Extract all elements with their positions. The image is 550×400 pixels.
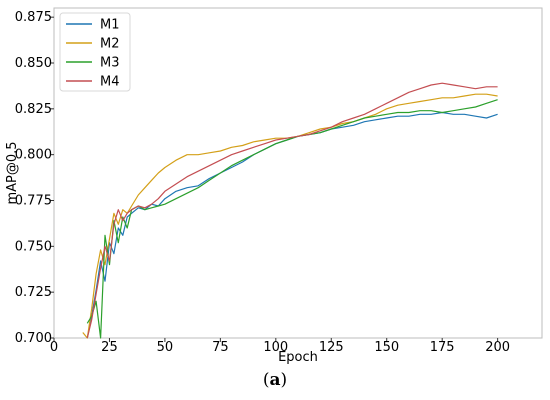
line-chart: 0 25 50 75 100 125 150 175 200 0.7000.7250.7500.… <box>5 7 543 365</box>
series-line-m4 <box>86 82 498 339</box>
caption-open-paren: ( <box>262 370 270 390</box>
legend-label-m3: M3 <box>100 56 120 71</box>
x-tick-label: 75 <box>212 340 229 355</box>
x-tick-label: 0 <box>50 340 58 355</box>
x-tick-label: 175 <box>430 340 455 355</box>
x-tick-label: 50 <box>157 340 174 355</box>
caption-letter: a <box>269 370 281 390</box>
y-tick-label: 0.775 <box>15 194 52 209</box>
y-axis-label: mAP@0.5 <box>5 141 20 204</box>
y-tick-label: 0.800 <box>15 148 52 163</box>
y-tick-label: 0.825 <box>15 102 52 117</box>
x-axis-ticks: 0 25 50 75 100 125 150 175 200 <box>50 338 510 355</box>
y-tick-label: 0.875 <box>15 10 52 25</box>
y-tick-label: 0.725 <box>15 285 52 300</box>
y-tick-label: 0.700 <box>15 331 52 346</box>
x-tick-label: 125 <box>319 340 344 355</box>
legend-box <box>59 12 131 92</box>
x-axis-label: Epoch <box>278 350 318 365</box>
figure-caption: (a) <box>0 370 550 390</box>
y-tick-label: 0.750 <box>15 239 52 254</box>
series-lines <box>82 82 498 339</box>
legend-label-m4: M4 <box>100 75 120 90</box>
plot-area <box>53 7 543 339</box>
legend: M1 M2 M3 M4 <box>59 12 131 92</box>
x-tick-label: 200 <box>485 340 510 355</box>
x-tick-label: 100 <box>263 340 288 355</box>
series-line-m2 <box>82 93 498 339</box>
x-tick-label: 25 <box>101 340 118 355</box>
y-axis-ticks: 0.700 0.725 0.750 0.775 0.800 0.825 0.850 0.875 <box>15 10 54 346</box>
x-tick-label: 150 <box>374 340 399 355</box>
legend-label-m2: M2 <box>100 37 120 52</box>
series-line-m3 <box>86 99 498 339</box>
y-tick-label: 0.850 <box>15 56 52 71</box>
legend-label-m1: M1 <box>100 18 120 33</box>
caption-close-paren: ) <box>280 370 288 390</box>
